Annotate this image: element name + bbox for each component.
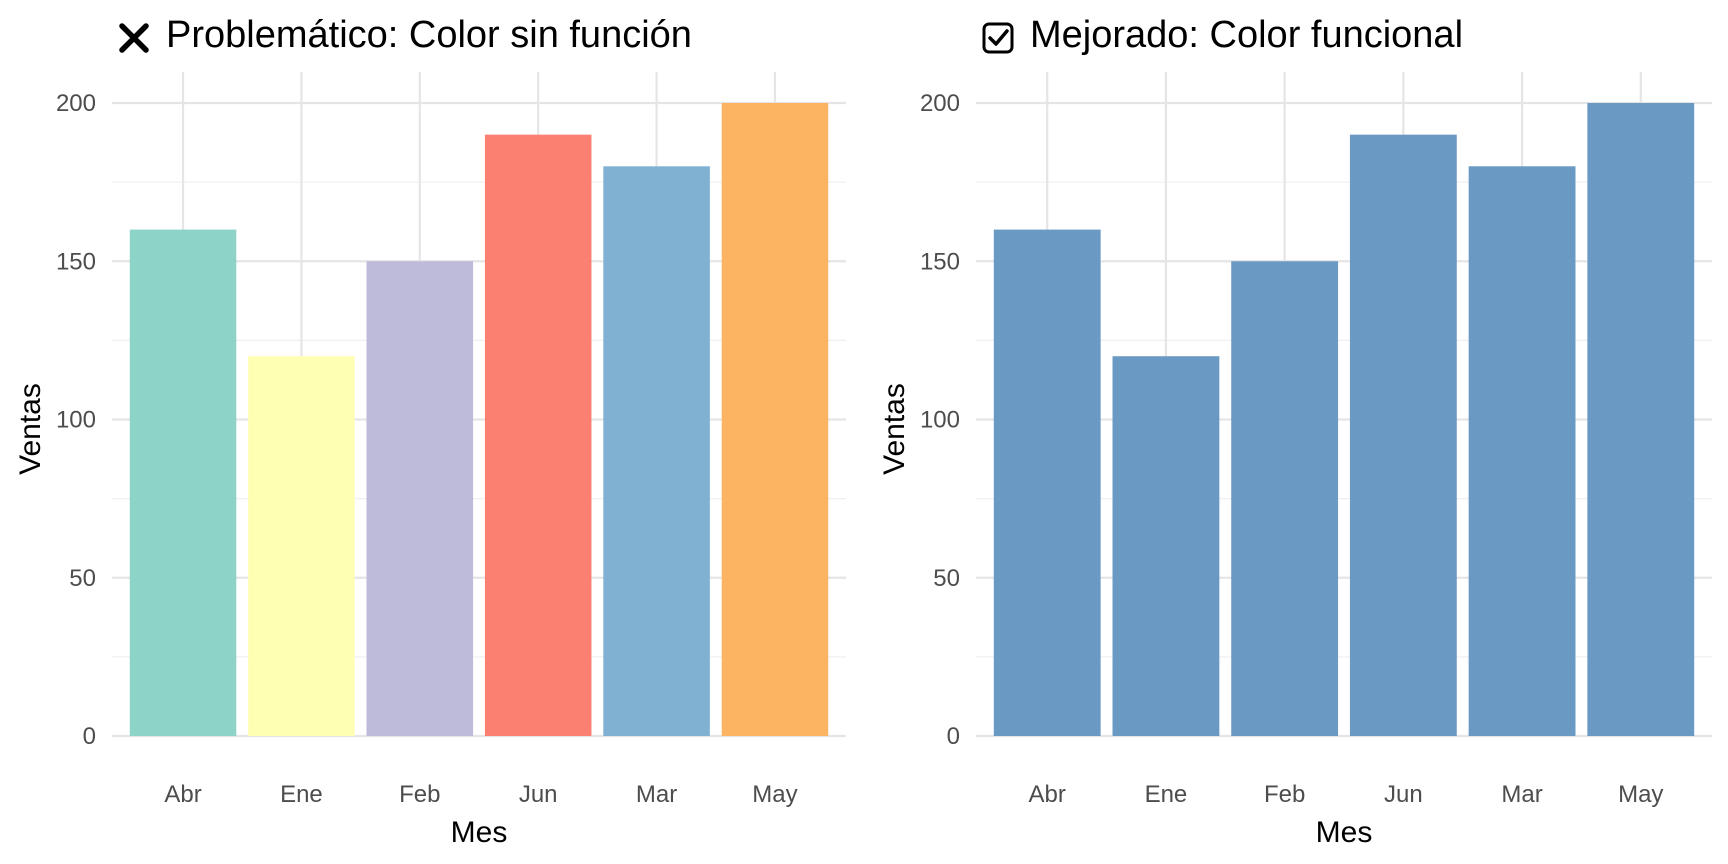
bar-feb [1231,261,1338,736]
bar-ene [1113,356,1220,736]
chart-title: Mejorado: Color funcional [1030,14,1463,56]
bar-may [1587,103,1694,736]
x-tick-label-mar: Mar [636,781,677,808]
bar-mar [603,166,710,736]
y-tick-label: 100 [920,407,960,434]
x-tick-label-ene: Ene [280,781,323,808]
x-tick-label-may: May [752,781,797,808]
bar-abr [994,230,1101,736]
y-tick-label: 0 [947,723,960,750]
y-tick-label: 150 [920,248,960,275]
bar-jun [1350,135,1457,736]
chart-title: Problemático: Color sin función [166,14,692,56]
y-tick-label: 200 [56,90,96,117]
bar-may [722,103,829,736]
x-mark-icon [122,26,146,50]
bar-abr [130,230,237,736]
y-axis-title: Ventas [14,383,47,475]
bar-feb [367,261,474,736]
chart-panel-2: 0 50 100 150 200 Abr Ene Feb Jun Mar May Mes Ventas M… [878,14,1712,849]
checkbox-checked-icon [984,24,1012,52]
y-tick-label: 0 [83,723,96,750]
y-tick-label: 200 [920,90,960,117]
bar-ene [248,356,355,736]
x-tick-label-jun: Jun [1384,781,1423,808]
x-tick-label-mar: Mar [1501,781,1542,808]
bar-jun [485,135,592,736]
x-tick-label-feb: Feb [399,781,440,808]
y-tick-label: 150 [56,248,96,275]
x-tick-label-jun: Jun [519,781,558,808]
chart-panel-1: 0 50 100 150 200 Abr Ene Feb Jun Mar May Mes Ventas P… [14,14,846,849]
y-tick-label: 50 [933,565,960,592]
x-tick-label-abr: Abr [1029,781,1066,808]
y-tick-label: 50 [69,565,96,592]
y-tick-label: 100 [56,407,96,434]
y-axis-title: Ventas [878,383,911,475]
x-axis-title: Mes [1316,816,1373,849]
x-tick-label-abr: Abr [164,781,201,808]
bar-mar [1469,166,1576,736]
x-axis-title: Mes [451,816,508,849]
x-tick-label-ene: Ene [1145,781,1188,808]
x-tick-label-may: May [1618,781,1663,808]
x-tick-label-feb: Feb [1264,781,1305,808]
